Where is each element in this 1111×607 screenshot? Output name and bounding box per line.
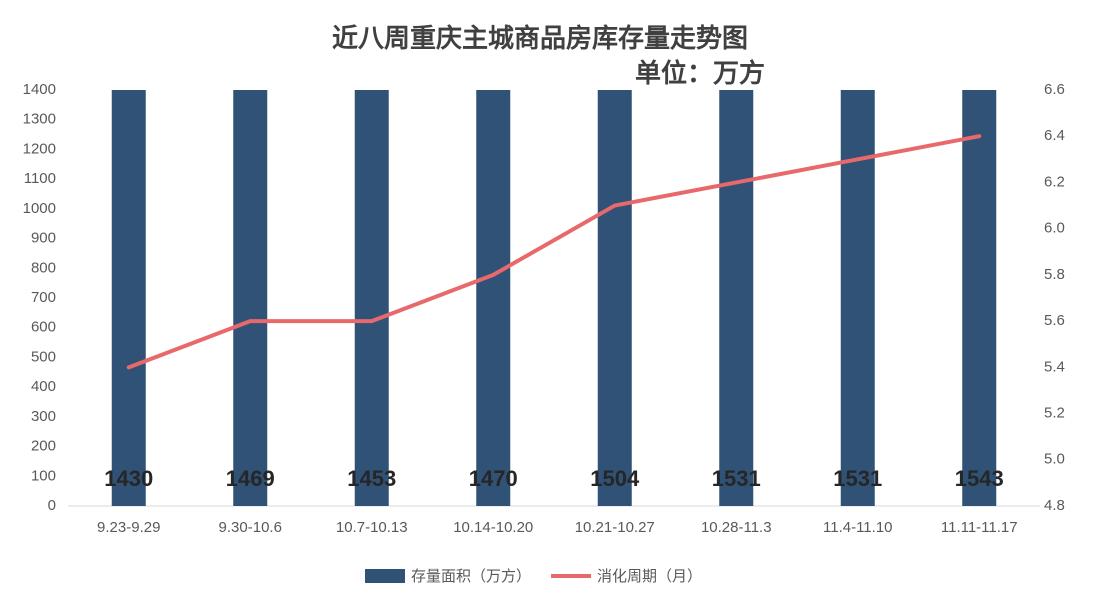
y2-tick-label: 6.2 (1044, 173, 1065, 190)
y2-tick-label: 5.0 (1044, 451, 1065, 468)
bar (476, 90, 511, 506)
y2-tick-label: 5.8 (1044, 266, 1065, 283)
bar (719, 90, 754, 507)
line (126, 134, 982, 370)
y-tick-label: 1200 (23, 140, 56, 157)
y-tick-label: 300 (31, 408, 56, 425)
x-tick-label: 11.11-11.17 (941, 519, 1018, 536)
chart-title: 近八周重庆主城商品房库存量走势图 (332, 23, 748, 53)
y2-tick-label: 4.8 (1044, 497, 1065, 514)
y-tick-label: 400 (31, 378, 56, 395)
bar (354, 90, 389, 506)
y-tick-label: 0 (48, 497, 56, 514)
y-tick-label: 1100 (24, 170, 56, 187)
chart-subtitle: 单位：万方 (635, 58, 765, 88)
y2-tick-label: 5.2 (1044, 405, 1065, 422)
y2-tick-label: 5.6 (1044, 312, 1065, 329)
y-tick-label: 500 (31, 348, 56, 365)
y-tick-label: 1000 (23, 200, 56, 217)
x-tick-label: 10.14-10.20 (453, 519, 533, 536)
legend-label: 消化周期（月） (597, 568, 702, 585)
y-tick-label: 800 (31, 259, 56, 276)
y-tick-label: 600 (31, 319, 56, 336)
plot-area (111, 90, 997, 507)
bar (840, 90, 875, 507)
y2-tick-label: 6.6 (1044, 81, 1065, 98)
y-tick-label: 1400 (23, 81, 56, 98)
y-tick-label: 200 (31, 438, 56, 455)
y-tick-label: 700 (31, 289, 56, 306)
data-label: 1469 (226, 466, 275, 491)
legend-label: 存量面积（万方） (411, 568, 531, 585)
bar (111, 90, 146, 506)
x-tick-label: 9.30-10.6 (219, 519, 282, 536)
x-tick-label: 10.28-11.3 (701, 519, 772, 536)
x-tick-label: 9.23-9.29 (97, 519, 160, 536)
data-label: 1531 (712, 466, 761, 491)
data-label: 1531 (833, 466, 882, 491)
x-tick-label: 10.7-10.13 (336, 519, 408, 536)
bar (597, 90, 632, 507)
y2-tick-label: 6.0 (1044, 220, 1065, 237)
bar (962, 90, 997, 506)
data-label: 1430 (104, 466, 153, 491)
data-label: 1504 (590, 466, 640, 491)
y2-tick-label: 5.4 (1044, 358, 1065, 375)
y-tick-label: 900 (31, 230, 56, 247)
x-tick-label: 11.4-11.10 (823, 519, 893, 536)
x-tick-label: 10.21-10.27 (575, 519, 655, 536)
y-tick-label: 1300 (23, 111, 56, 128)
data-label: 1453 (347, 466, 396, 491)
y2-tick-label: 6.4 (1044, 127, 1065, 144)
bar (233, 90, 268, 507)
legend-swatch (365, 569, 405, 583)
data-label: 1470 (469, 466, 518, 491)
data-label: 1543 (955, 466, 1004, 491)
y-tick-label: 100 (31, 467, 56, 484)
